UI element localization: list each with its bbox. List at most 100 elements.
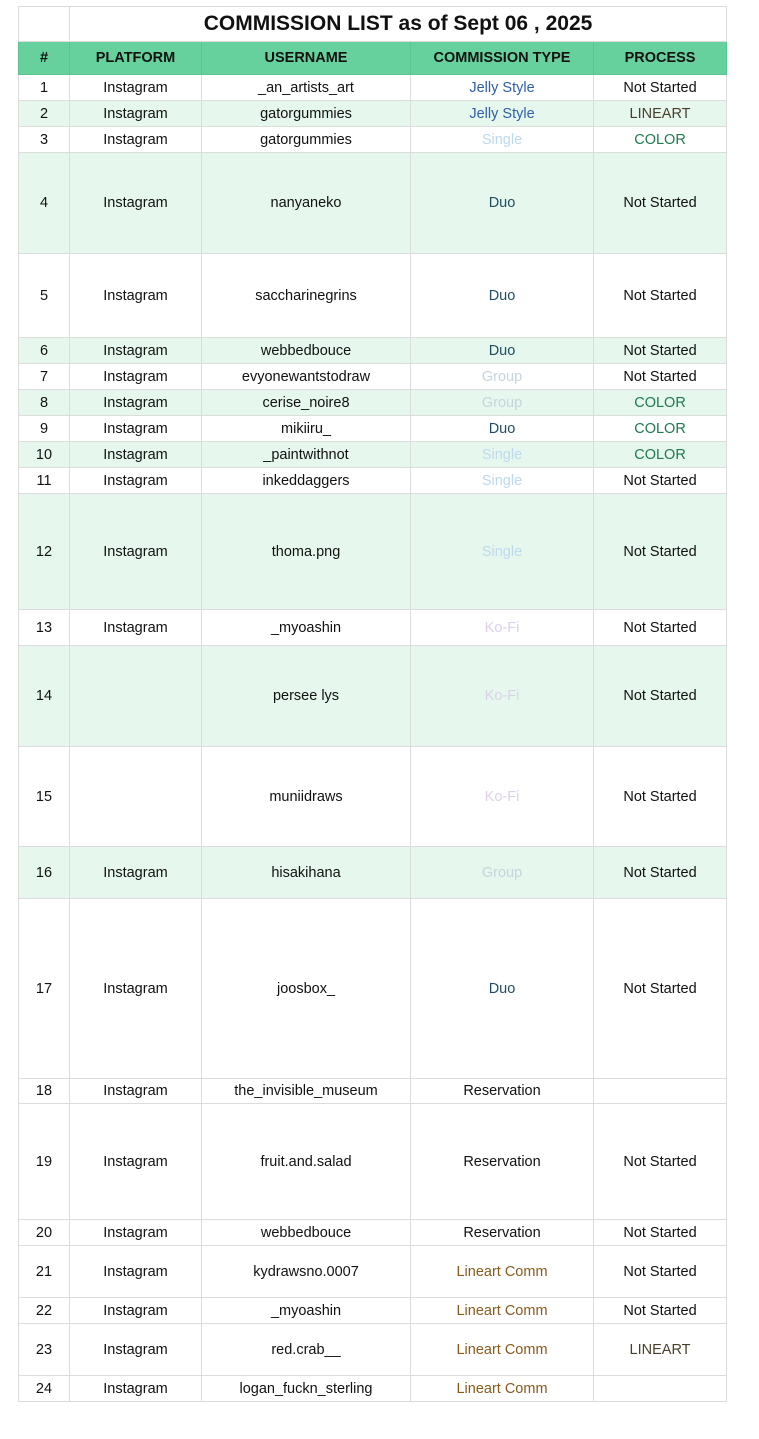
row-number: 9	[18, 415, 70, 442]
platform-cell: Instagram	[69, 100, 202, 127]
row-number: 5	[18, 253, 70, 338]
commission-type-cell: Ko-Fi	[410, 645, 594, 747]
commission-type-cell: Single	[410, 467, 594, 494]
table-row: 18 Instagram the_invisible_museum Reservati…	[18, 1078, 728, 1104]
process-cell: Not Started	[592, 74, 728, 101]
process-cell: Not Started	[592, 846, 728, 899]
row-number: 10	[18, 441, 70, 468]
row-number: 13	[18, 609, 70, 646]
username-cell: saccharinegrins	[201, 253, 411, 338]
username-cell: red.crab__	[201, 1323, 411, 1376]
table-row: 1 Instagram _an_artists_art Jelly Style Not …	[18, 74, 728, 101]
title-blank-cell	[18, 6, 70, 42]
title-row: COMMISSION LIST as of Sept 06 , 2025	[18, 6, 728, 42]
commission-type-cell: Reservation	[410, 1103, 594, 1220]
process-cell: LINEART	[592, 1323, 728, 1376]
platform-cell: Instagram	[69, 363, 202, 390]
username-cell: kydrawsno.0007	[201, 1245, 411, 1298]
row-number: 8	[18, 389, 70, 416]
row-number: 11	[18, 467, 70, 494]
username-cell: persee lys	[201, 645, 411, 747]
platform-cell: Instagram	[69, 152, 202, 254]
table-row: 5 Instagram saccharinegrins Duo Not Started	[18, 253, 728, 338]
table-row: 17 Instagram joosbox_ Duo Not Started	[18, 898, 728, 1079]
process-cell: COLOR	[592, 415, 728, 442]
column-header-number: #	[18, 41, 70, 75]
process-cell: COLOR	[592, 441, 728, 468]
commission-type-cell: Duo	[410, 415, 594, 442]
row-number: 3	[18, 126, 70, 153]
page-title: COMMISSION LIST as of Sept 06 , 2025	[68, 6, 728, 42]
row-number: 2	[18, 100, 70, 127]
row-number: 22	[18, 1297, 70, 1324]
commission-type-cell: Jelly Style	[410, 74, 594, 101]
username-cell: inkeddaggers	[201, 467, 411, 494]
commission-type-cell: Group	[410, 846, 594, 899]
commission-type-cell: Single	[410, 126, 594, 153]
platform-cell	[69, 746, 202, 847]
column-header-platform: PLATFORM	[69, 41, 202, 75]
table-row: 6 Instagram webbedbouce Duo Not Started	[18, 337, 728, 364]
process-cell: Not Started	[592, 467, 728, 494]
process-cell: Not Started	[592, 645, 728, 747]
username-cell: logan_fuckn_sterling	[201, 1375, 411, 1402]
commission-type-cell: Lineart Comm	[410, 1323, 594, 1376]
table-row: 10 Instagram _paintwithnot Single COLOR	[18, 441, 728, 468]
username-cell: cerise_noire8	[201, 389, 411, 416]
process-cell: COLOR	[592, 126, 728, 153]
platform-cell: Instagram	[69, 898, 202, 1079]
table-row: 24 Instagram logan_fuckn_sterling Lineart C…	[18, 1375, 728, 1402]
username-cell: gatorgummies	[201, 100, 411, 127]
commission-type-cell: Duo	[410, 152, 594, 254]
username-cell: _myoashin	[201, 1297, 411, 1324]
table-row: 19 Instagram fruit.and.salad Reservation Not…	[18, 1103, 728, 1220]
commission-type-cell: Group	[410, 363, 594, 390]
platform-cell: Instagram	[69, 126, 202, 153]
table-row: 13 Instagram _myoashin Ko-Fi Not Started	[18, 609, 728, 646]
platform-cell: Instagram	[69, 1323, 202, 1376]
table-row: 3 Instagram gatorgummies Single COLOR	[18, 126, 728, 153]
row-number: 16	[18, 846, 70, 899]
process-cell	[592, 1375, 728, 1402]
process-cell: Not Started	[592, 253, 728, 338]
commission-type-cell: Ko-Fi	[410, 746, 594, 847]
username-cell: evyonewantstodraw	[201, 363, 411, 390]
platform-cell: Instagram	[69, 493, 202, 610]
username-cell: _paintwithnot	[201, 441, 411, 468]
row-number: 19	[18, 1103, 70, 1220]
commission-type-cell: Single	[410, 441, 594, 468]
process-cell: Not Started	[592, 1103, 728, 1220]
username-cell: nanyaneko	[201, 152, 411, 254]
username-cell: webbedbouce	[201, 1219, 411, 1246]
commission-type-cell: Ko-Fi	[410, 609, 594, 646]
commission-table: COMMISSION LIST as of Sept 06 , 2025 # P…	[18, 6, 728, 1402]
commission-type-cell: Group	[410, 389, 594, 416]
platform-cell: Instagram	[69, 1078, 202, 1104]
platform-cell: Instagram	[69, 415, 202, 442]
commission-type-cell: Reservation	[410, 1078, 594, 1104]
platform-cell: Instagram	[69, 1103, 202, 1220]
process-cell: Not Started	[592, 746, 728, 847]
process-cell: Not Started	[592, 337, 728, 364]
row-number: 1	[18, 74, 70, 101]
commission-type-cell: Duo	[410, 898, 594, 1079]
row-number: 7	[18, 363, 70, 390]
column-header-process: PROCESS	[592, 41, 728, 75]
row-number: 15	[18, 746, 70, 847]
username-cell: gatorgummies	[201, 126, 411, 153]
platform-cell: Instagram	[69, 1297, 202, 1324]
platform-cell: Instagram	[69, 74, 202, 101]
row-number: 14	[18, 645, 70, 747]
username-cell: thoma.png	[201, 493, 411, 610]
username-cell: webbedbouce	[201, 337, 411, 364]
table-row: 21 Instagram kydrawsno.0007 Lineart Comm Not…	[18, 1245, 728, 1298]
platform-cell: Instagram	[69, 1219, 202, 1246]
table-row: 22 Instagram _myoashin Lineart Comm Not Star…	[18, 1297, 728, 1324]
table-row: 20 Instagram webbedbouce Reservation Not Sta…	[18, 1219, 728, 1246]
process-cell: Not Started	[592, 363, 728, 390]
username-cell: hisakihana	[201, 846, 411, 899]
commission-type-cell: Single	[410, 493, 594, 610]
process-cell	[592, 1078, 728, 1104]
table-row: 11 Instagram inkeddaggers Single Not Started	[18, 467, 728, 494]
username-cell: muniidraws	[201, 746, 411, 847]
